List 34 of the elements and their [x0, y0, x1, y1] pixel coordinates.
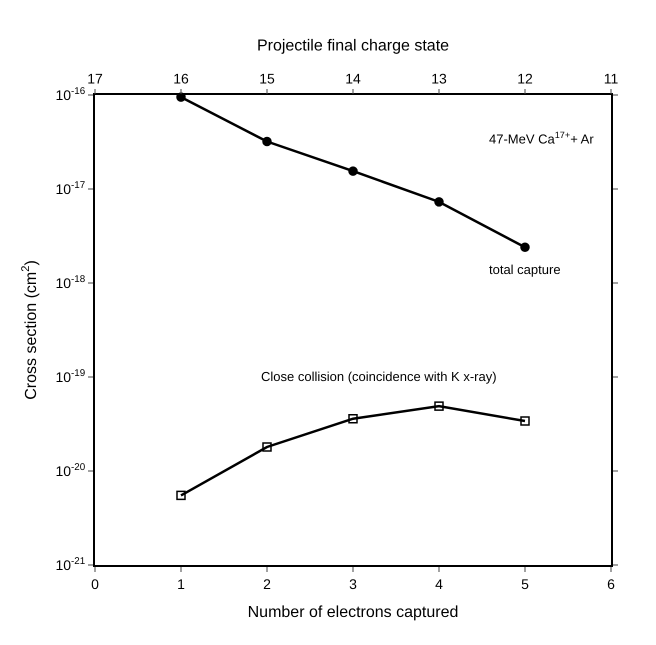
x2-tick-label: 13 [431, 70, 447, 86]
x2-axis-title: Projectile final charge state [256, 37, 450, 54]
x2-tick-label: 17 [87, 70, 103, 86]
point [348, 414, 358, 424]
x2-tick-label: 14 [345, 70, 361, 86]
x2-tick-label: 11 [604, 70, 618, 86]
y-tick-label: 10$^{-21}$ [55, 556, 86, 573]
x-tick-label: 0 [91, 576, 100, 592]
y-tick-label: 10$^{-20}$ [55, 462, 86, 479]
series-label: total capture [489, 262, 561, 277]
text: Close collision (coincidence with K x-ray) [261, 369, 497, 384]
annotation: 47-MeV Ca$^{17+}$+ Ar [489, 130, 594, 146]
y-tick-label: 10$^{-18}$ [55, 274, 86, 291]
y-tick-label: 10$^{-16}$ [55, 86, 86, 103]
y-tick-label: 10$^{-17}$ [55, 180, 86, 197]
y-tick-label: 10$^{-19}$ [55, 368, 86, 385]
point [262, 136, 272, 146]
point [348, 166, 358, 176]
x2-tick-label: 16 [173, 70, 189, 86]
point [262, 442, 272, 452]
x2-tick-label: 15 [259, 70, 275, 86]
x2-tick-label: 12 [517, 70, 533, 86]
x-tick-label: 1 [177, 576, 186, 592]
x-tick-label: 2 [263, 576, 272, 592]
x-tick-label: 5 [521, 576, 530, 592]
x-tick-label: 3 [349, 576, 358, 592]
point [520, 416, 530, 426]
point [520, 242, 530, 252]
point [434, 197, 444, 207]
x-axis-title: Number of electrons captured [248, 604, 458, 621]
point [434, 401, 444, 411]
point [176, 490, 186, 500]
x-tick-label: 4 [435, 576, 444, 592]
x-tick-label: 6 [607, 576, 616, 592]
